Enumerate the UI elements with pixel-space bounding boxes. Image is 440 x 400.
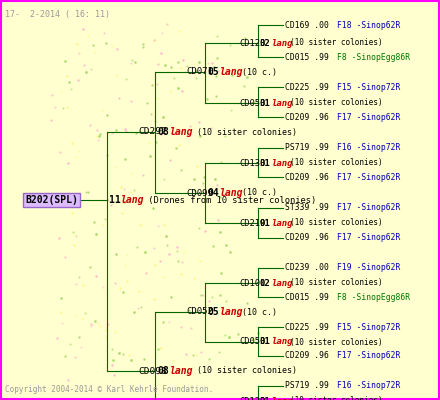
Text: 08: 08: [157, 366, 169, 376]
Text: F15 -Sinop72R: F15 -Sinop72R: [337, 322, 400, 332]
Text: CD219: CD219: [239, 218, 265, 228]
Text: Copyright 2004-2014 © Karl Kehrle Foundation.: Copyright 2004-2014 © Karl Kehrle Founda…: [5, 385, 213, 394]
Text: lang: lang: [272, 38, 293, 48]
Text: (10 sister colonies): (10 sister colonies): [290, 278, 382, 288]
Text: (10 sister colonies): (10 sister colonies): [290, 338, 382, 346]
Text: F16 -Sinop72R: F16 -Sinop72R: [337, 382, 400, 390]
Text: (Drones from 10 sister colonies): (Drones from 10 sister colonies): [143, 196, 316, 204]
Text: 02: 02: [260, 278, 271, 288]
Text: lang: lang: [272, 98, 293, 108]
Text: F8 -SinopEgg86R: F8 -SinopEgg86R: [337, 52, 410, 62]
Text: PS719 .99: PS719 .99: [285, 144, 329, 152]
Text: lang: lang: [272, 218, 293, 228]
Text: (10 c.): (10 c.): [242, 188, 277, 198]
Text: CD225 .99: CD225 .99: [285, 322, 329, 332]
Text: ST339 .99: ST339 .99: [285, 204, 329, 212]
Text: (10 sister colonies): (10 sister colonies): [192, 128, 297, 136]
Text: CD209 .96: CD209 .96: [285, 112, 329, 122]
Text: F17 -Sinop62R: F17 -Sinop62R: [337, 204, 400, 212]
Text: CD209 .96: CD209 .96: [285, 234, 329, 242]
Text: CD015 .99: CD015 .99: [285, 292, 329, 302]
Text: lang: lang: [220, 67, 243, 77]
Text: 01: 01: [260, 396, 271, 400]
Text: F19 -Sinop62R: F19 -Sinop62R: [337, 264, 400, 272]
Text: CD239 .00: CD239 .00: [285, 264, 329, 272]
Text: (10 sister colonies): (10 sister colonies): [290, 158, 382, 168]
Text: F17 -Sinop62R: F17 -Sinop62R: [337, 172, 400, 182]
Text: F18 -Sinop62R: F18 -Sinop62R: [337, 20, 400, 30]
Text: CD209 .96: CD209 .96: [285, 172, 329, 182]
Text: lang: lang: [272, 278, 293, 288]
Text: F17 -Sinop62R: F17 -Sinop62R: [337, 234, 400, 242]
Text: lang: lang: [220, 307, 243, 317]
Text: 05: 05: [207, 307, 219, 317]
Text: F8 -SinopEgg86R: F8 -SinopEgg86R: [337, 292, 410, 302]
Text: F15 -Sinop72R: F15 -Sinop72R: [337, 82, 400, 92]
Text: CD133: CD133: [239, 396, 265, 400]
Text: CD052: CD052: [186, 308, 213, 316]
Text: CD098: CD098: [138, 366, 167, 376]
Text: CD015 .99: CD015 .99: [285, 52, 329, 62]
Text: CD133: CD133: [239, 158, 265, 168]
Text: 01: 01: [260, 158, 271, 168]
Text: 01: 01: [260, 338, 271, 346]
Text: F16 -Sinop72R: F16 -Sinop72R: [337, 144, 400, 152]
Text: (10 sister colonies): (10 sister colonies): [192, 366, 297, 376]
Text: (10 sister colonies): (10 sister colonies): [290, 396, 382, 400]
Text: 08: 08: [157, 127, 169, 137]
Text: (10 sister colonies): (10 sister colonies): [290, 98, 382, 108]
Text: CD101: CD101: [239, 278, 265, 288]
Text: CD053: CD053: [239, 98, 265, 108]
Text: 01: 01: [260, 98, 271, 108]
Text: 05: 05: [207, 67, 219, 77]
Text: lang: lang: [170, 366, 194, 376]
Text: CD123: CD123: [239, 38, 265, 48]
Text: lang: lang: [272, 158, 293, 168]
Text: (10 c.): (10 c.): [242, 308, 277, 316]
Text: lang: lang: [170, 127, 194, 137]
Text: CD169 .00: CD169 .00: [285, 20, 329, 30]
Text: CD292: CD292: [138, 128, 167, 136]
Text: B202(SPL): B202(SPL): [25, 195, 78, 205]
Text: 02: 02: [260, 38, 271, 48]
Text: 01: 01: [260, 218, 271, 228]
Text: PS719 .99: PS719 .99: [285, 382, 329, 390]
Text: (10 sister colonies): (10 sister colonies): [290, 218, 382, 228]
Text: 11: 11: [109, 195, 127, 205]
Text: (10 sister colonies): (10 sister colonies): [290, 38, 382, 48]
Text: CD225 .99: CD225 .99: [285, 82, 329, 92]
Text: lang: lang: [272, 396, 293, 400]
Text: CD071: CD071: [186, 68, 213, 76]
Text: 04: 04: [207, 188, 219, 198]
Text: lang: lang: [121, 195, 144, 205]
Text: CD053: CD053: [239, 338, 265, 346]
Text: 17-  2-2014 ( 16: 11): 17- 2-2014 ( 16: 11): [5, 10, 110, 19]
Text: lang: lang: [220, 188, 243, 198]
Text: CD099: CD099: [186, 188, 213, 198]
Text: F17 -Sinop62R: F17 -Sinop62R: [337, 112, 400, 122]
Text: (10 c.): (10 c.): [242, 68, 277, 76]
Text: CD209 .96: CD209 .96: [285, 352, 329, 360]
Text: lang: lang: [272, 338, 293, 346]
Text: F17 -Sinop62R: F17 -Sinop62R: [337, 352, 400, 360]
